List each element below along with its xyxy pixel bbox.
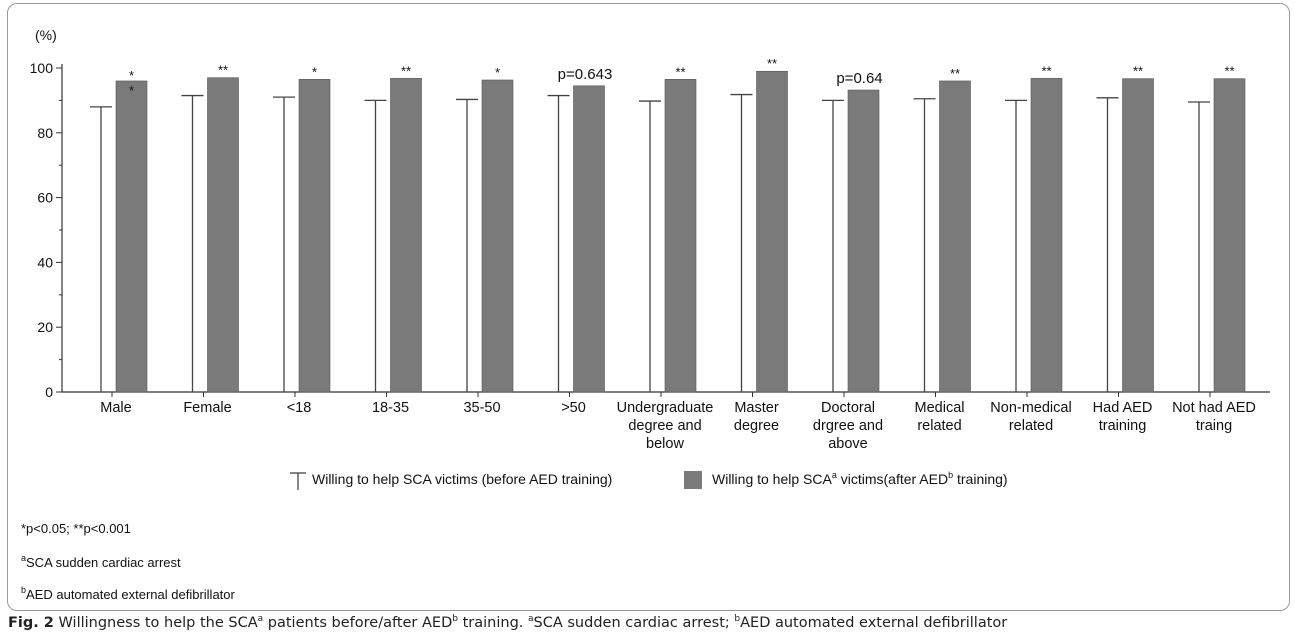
x-tick-label-7-1: degree (734, 418, 779, 434)
caption-text-1: Willingness to help the SCA (53, 615, 258, 631)
y-tick-label-80: 80 (37, 125, 53, 141)
caption-sup-2: b (452, 614, 458, 624)
caption-label: Fig. 2 (8, 615, 54, 631)
after-bar-11 (1122, 78, 1154, 393)
y-tick-label-20: 20 (37, 319, 53, 335)
significance-label-7: ** (767, 56, 777, 71)
significance-label-1: ** (218, 63, 228, 78)
after-bar-8 (847, 89, 880, 393)
aed-note-text: AED automated external defibrillator (26, 587, 235, 602)
x-tick-label-2-0: <18 (287, 400, 312, 416)
significance-label-0-b: * (129, 83, 134, 98)
x-tick-label-9-1: related (917, 418, 961, 434)
sca-abbreviation-note: aSCA sudden cardiac arrest (21, 553, 181, 570)
y-tick-label-60: 60 (37, 190, 53, 206)
after-bar-2 (298, 79, 331, 393)
figure-caption: Fig. 2 Willingness to help the SCAa pati… (8, 614, 1008, 631)
after-bar-9 (939, 80, 971, 393)
aed-note-superscript: b (21, 585, 27, 595)
x-tick-label-10-0: Non-medical (990, 400, 1071, 416)
caption-sup-1: a (257, 614, 264, 624)
significance-note: *p<0.05; **p<0.001 (21, 521, 131, 536)
figure-frame (7, 3, 1290, 611)
after-bar-12 (1213, 78, 1246, 393)
x-tick-label-12-0: Not had AED (1172, 400, 1256, 416)
x-tick-label-4-0: 35-50 (463, 400, 500, 416)
significance-label-5: p=0.643 (558, 66, 613, 83)
significance-label-12: ** (1224, 64, 1234, 79)
after-bar-1 (207, 77, 239, 393)
x-tick-label-5-0: >50 (561, 400, 586, 416)
y-axis-label: (%) (35, 27, 57, 43)
legend-after-label: Willing to help SCAa victims(after AEDb … (712, 470, 1008, 487)
significance-label-4: * (495, 65, 500, 80)
caption-text-2: patients before/after AED (263, 615, 453, 631)
significance-label-6: ** (675, 64, 685, 79)
caption-text-3: training. (457, 615, 528, 631)
aed-abbreviation-note: bAED automated external defibrillator (21, 585, 235, 602)
y-tick-label-0: 0 (45, 384, 53, 400)
after-bar-0 (115, 80, 148, 393)
significance-label-2: * (312, 64, 317, 79)
after-bar-5 (573, 85, 605, 393)
x-tick-label-11-1: training (1099, 418, 1147, 434)
significance-label-9: ** (950, 66, 960, 81)
significance-label-10: ** (1041, 63, 1051, 78)
sca-note-superscript: a (21, 553, 27, 563)
caption-text-5: AED automated external defibrillator (740, 615, 1008, 631)
x-tick-label-9-0: Medical (915, 400, 965, 416)
x-tick-label-8-2: above (828, 436, 868, 452)
caption-text-4: SCA sudden cardiac arrest; (533, 615, 735, 631)
x-tick-label-8-1: drgree and (813, 418, 883, 434)
x-tick-label-6-1: degree and (628, 418, 701, 434)
x-tick-label-10-1: related (1009, 418, 1053, 434)
after-bar-6 (664, 79, 697, 393)
x-tick-label-8-0: Doctoral (821, 400, 875, 416)
after-bar-3 (390, 78, 422, 393)
caption-sup-4: b (734, 614, 741, 624)
after-bar-7 (756, 70, 788, 393)
y-tick-label-40: 40 (37, 254, 53, 270)
x-tick-label-6-0: Undergraduate (617, 400, 714, 416)
x-tick-label-3-0: 18-35 (372, 400, 409, 416)
x-tick-label-1-0: Female (183, 400, 231, 416)
after-bar-10 (1030, 78, 1063, 393)
x-tick-label-11-0: Had AED (1093, 400, 1153, 416)
significance-label-11: ** (1133, 64, 1143, 79)
sca-note-text: SCA sudden cardiac arrest (26, 555, 181, 570)
significance-label-8: p=0.64 (836, 70, 882, 87)
x-tick-label-6-2: below (646, 436, 684, 452)
significance-label-3: ** (401, 63, 411, 78)
x-tick-label-0-0: Male (100, 400, 131, 416)
caption-sup-3: a (528, 614, 534, 624)
x-tick-label-7-0: Master (734, 400, 778, 416)
y-tick-label-100: 100 (30, 60, 54, 76)
after-bar-4 (481, 79, 514, 393)
significance-label-0: * (129, 68, 134, 83)
legend-after-swatch (684, 471, 702, 489)
x-tick-label-12-1: traing (1196, 418, 1232, 434)
legend-before-label: Willing to help SCA victims (before AED … (312, 471, 612, 487)
